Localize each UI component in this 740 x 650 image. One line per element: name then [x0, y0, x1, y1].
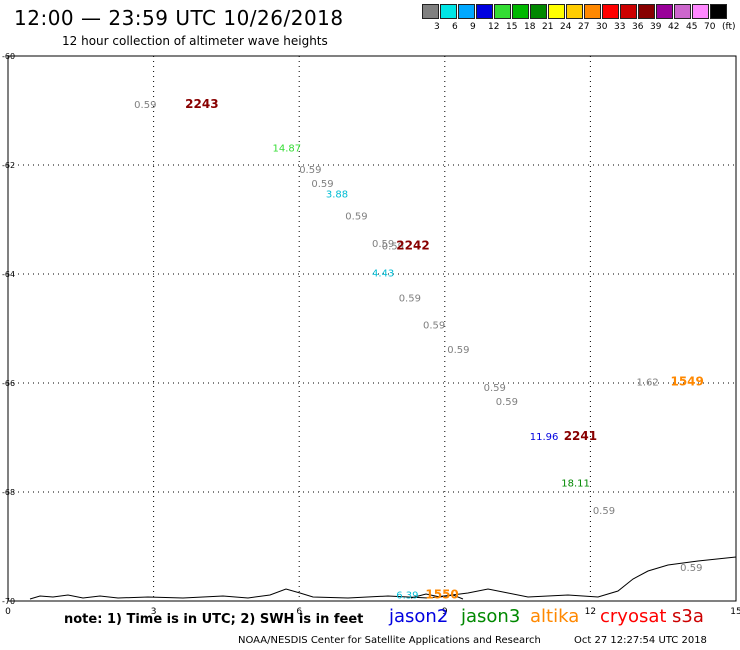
page-title: 12:00 — 23:59 UTC 10/26/2018	[14, 6, 344, 30]
color-swatch	[656, 4, 673, 19]
wave-height-label: 0.59	[496, 397, 518, 408]
generated-timestamp: Oct 27 12:27:54 UTC 2018	[574, 635, 707, 646]
pass-id-label: 1549	[670, 375, 703, 389]
pass-id-label: 2242	[396, 238, 429, 252]
color-legend-ticks: 3 6 9 12 15 18 21 24 27 30 33 36 39 42 45 70 (ft)	[422, 22, 740, 34]
color-swatch	[638, 4, 655, 19]
wave-height-label: 0.59	[423, 321, 445, 332]
y-tick-label: -60	[2, 52, 15, 61]
color-legend-tick: 24	[560, 22, 572, 32]
wave-height-label: 0.59	[372, 239, 394, 250]
color-legend-tick: 33	[614, 22, 626, 32]
x-tick-label: 9	[442, 607, 448, 617]
wave-height-label: 3.88	[326, 190, 348, 201]
color-legend-tick: 39	[650, 22, 662, 32]
color-swatch	[692, 4, 709, 19]
page-subtitle: 12 hour collection of altimeter wave hei…	[62, 34, 328, 48]
wave-height-label: 0.59	[680, 563, 702, 574]
color-swatch	[476, 4, 493, 19]
wave-height-label: 14.87	[273, 143, 302, 154]
wave-height-label: 0.59	[447, 345, 469, 356]
color-swatch	[458, 4, 475, 19]
coastline	[29, 556, 737, 600]
wave-height-label: 11.96	[530, 432, 559, 443]
map-plot: -60 -62 -64 -66 -68 -70 0 3 6 9 12 15 0.59 2243 14.87 0…	[2, 52, 740, 617]
color-legend-tick: 45	[686, 22, 698, 32]
color-legend-tick: 30	[596, 22, 608, 32]
pass-id-label: 2243	[185, 97, 218, 111]
color-swatch	[602, 4, 619, 19]
wave-height-label: 0.59	[484, 383, 506, 394]
satellite-legend-item: cryosat	[600, 606, 667, 627]
color-legend	[422, 4, 728, 19]
color-swatch	[710, 4, 727, 19]
color-legend-tick: 12	[488, 22, 500, 32]
color-swatch	[548, 4, 565, 19]
wave-height-label: 1.62	[637, 378, 659, 389]
color-legend-tick: 21	[542, 22, 554, 32]
map-frame	[7, 55, 737, 602]
x-tick-label: 6	[296, 607, 302, 617]
x-tick-label: 15	[730, 607, 740, 617]
color-swatch	[584, 4, 601, 19]
color-swatch	[512, 4, 529, 19]
satellite-legend-item: altika	[530, 606, 580, 627]
wave-height-label: 0.59	[345, 212, 367, 223]
satellite-legend-item: jason3	[461, 606, 521, 627]
coastline-segment	[410, 593, 464, 600]
y-tick-label: -66	[2, 379, 15, 388]
color-swatch	[440, 4, 457, 19]
color-legend-tick: 6	[452, 22, 458, 32]
x-tick-label: 12	[585, 607, 596, 617]
satellite-legend-item: jason2	[389, 606, 449, 627]
pass-id-label: 1550	[425, 587, 458, 601]
y-tick-label: -64	[2, 270, 15, 279]
wave-height-label: 18.11	[561, 479, 590, 490]
wave-height-label: 0.59	[311, 179, 333, 190]
color-legend-tick: 15	[506, 22, 518, 32]
color-swatch	[494, 4, 511, 19]
color-swatch	[530, 4, 547, 19]
y-tick-label: -62	[2, 161, 15, 170]
pass-id-label: 2241	[564, 429, 597, 443]
color-legend-tick: 36	[632, 22, 644, 32]
y-tick-label: -68	[2, 488, 15, 497]
x-tick-label: 3	[151, 607, 157, 617]
footer-note: note: 1) Time is in UTC; 2) SWH is in fe…	[64, 612, 364, 627]
color-legend-tick: 27	[578, 22, 590, 32]
wave-height-label: 0.59	[382, 241, 404, 252]
color-legend-tick: 9	[470, 22, 476, 32]
wave-height-label: 4.43	[372, 269, 394, 280]
color-legend-tick: 70	[704, 22, 716, 32]
satellite-legend-item: s3a	[672, 606, 704, 627]
color-legend-tick: 3	[434, 22, 440, 32]
color-legend-tick: (ft)	[722, 22, 736, 32]
wave-height-label: 0.59	[399, 293, 421, 304]
color-legend-tick: 18	[524, 22, 536, 32]
color-legend-tick: 42	[668, 22, 680, 32]
color-swatch	[620, 4, 637, 19]
color-swatch	[566, 4, 583, 19]
y-tick-label: -70	[2, 597, 15, 606]
x-tick-label: 0	[5, 607, 11, 617]
wave-height-label: 0.59	[593, 506, 615, 517]
wave-height-label: 0.59	[299, 165, 321, 176]
wave-height-label: 6.39	[396, 590, 418, 601]
map-canvas: -60 -62 -64 -66 -68 -700 3 6 9 12 15 0.59 2243 14.87 0…	[2, 52, 740, 617]
color-swatch	[422, 4, 439, 19]
color-swatch	[674, 4, 691, 19]
credit-text: NOAA/NESDIS Center for Satellite Applica…	[238, 635, 541, 646]
wave-height-label: 0.59	[134, 100, 156, 111]
